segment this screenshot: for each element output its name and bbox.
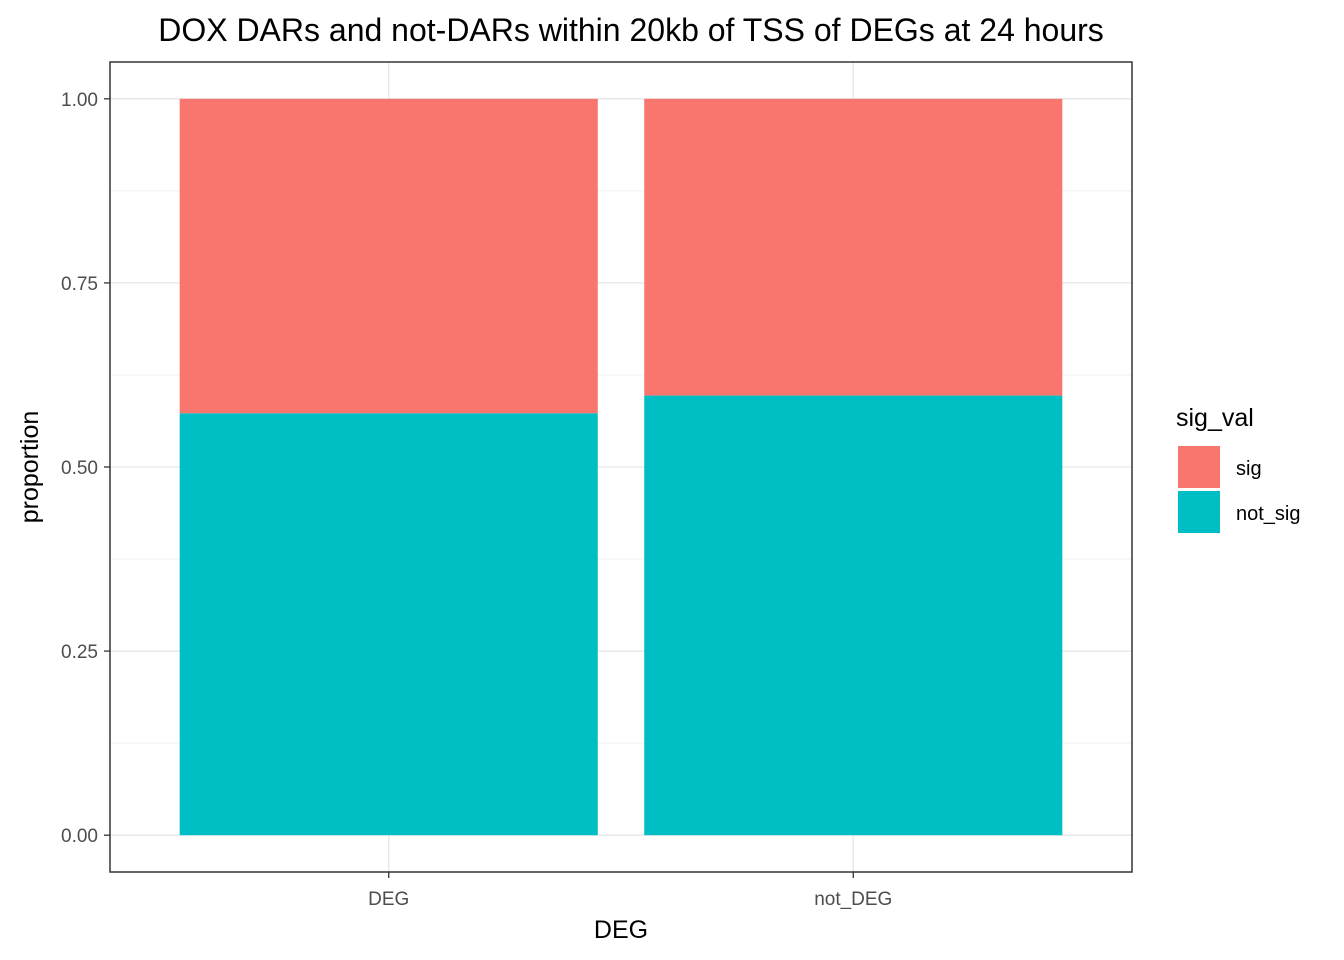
y-tick-label: 0.75: [61, 274, 98, 295]
y-tick-label: 1.00: [61, 90, 98, 111]
y-tick-label: 0.50: [61, 458, 98, 479]
legend-swatch-not_sig: [1178, 491, 1220, 533]
legend-swatch-sig: [1178, 446, 1220, 488]
legend-title: sig_val: [1176, 404, 1254, 432]
x-tick-label: DEG: [368, 889, 409, 910]
legend-label-not_sig: not_sig: [1236, 503, 1301, 525]
bar-sig-not_DEG: [644, 98, 1063, 396]
y-axis-title: proportion: [16, 411, 44, 524]
bars: [179, 98, 1063, 836]
legend: sig_val sig not_sig: [1176, 404, 1301, 533]
legend-label-sig: sig: [1236, 458, 1262, 480]
bar-not_sig-not_DEG: [644, 395, 1063, 836]
chart-title: DOX DARs and not-DARs within 20kb of TSS…: [158, 12, 1104, 48]
x-axis-title: DEG: [594, 916, 648, 944]
y-tick-label: 0.00: [61, 826, 98, 847]
y-tick-label: 0.25: [61, 642, 98, 663]
x-axis: DEG not_DEG: [368, 872, 892, 910]
bar-sig-DEG: [179, 98, 598, 414]
y-axis: 0.00 0.25 0.50 0.75 1.00: [61, 90, 110, 847]
x-tick-label: not_DEG: [814, 889, 892, 910]
bar-not_sig-DEG: [179, 413, 598, 836]
